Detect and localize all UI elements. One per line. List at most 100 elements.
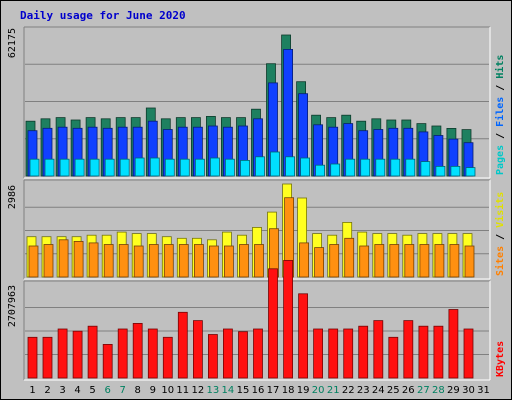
bar-kbytes-day-30: [463, 328, 474, 379]
bar-sites-day-25: [389, 244, 400, 278]
legend-part-hits-1: /: [495, 127, 506, 145]
bar-sites-day-3: [58, 239, 69, 278]
bar-pages-day-27: [420, 161, 431, 177]
bar-sites-day-22: [344, 237, 355, 278]
day-label-20: 20: [312, 385, 325, 396]
bar-pages-day-25: [390, 158, 401, 177]
bar-kbytes-day-26: [403, 320, 414, 379]
bar-pages-day-29: [450, 165, 461, 177]
bar-pages-day-21: [330, 163, 341, 177]
legend-part-hits-4: Hits: [494, 55, 506, 79]
bar-sites-day-6: [103, 244, 114, 278]
bar-kbytes-day-19: [298, 293, 309, 379]
bar-kbytes-day-16: [253, 328, 263, 379]
bar-pages-day-1: [29, 158, 40, 177]
bar-kbytes-day-18: [283, 259, 294, 379]
day-label-17: 17: [267, 385, 280, 396]
bar-kbytes-day-14: [222, 328, 233, 379]
bar-kbytes-day-8: [132, 322, 143, 379]
bar-pages-day-2: [44, 158, 55, 177]
max-label-visits: 2986: [7, 185, 18, 209]
bar-kbytes-day-22: [343, 328, 354, 379]
bar-sites-day-14: [223, 245, 234, 278]
day-label-19: 19: [297, 385, 310, 396]
bar-sites-day-28: [434, 244, 445, 278]
bar-sites-day-26: [404, 244, 415, 278]
bar-pages-day-3: [59, 158, 70, 177]
day-label-26: 26: [402, 385, 415, 396]
day-label-28: 28: [432, 385, 445, 396]
bar-sites-day-27: [419, 244, 430, 278]
bar-kbytes-day-25: [388, 336, 399, 379]
bar-kbytes-day-7: [117, 328, 128, 379]
bar-sites-day-24: [374, 244, 385, 278]
bar-sites-day-11: [178, 244, 189, 278]
day-label-5: 5: [89, 385, 95, 396]
bar-pages-day-26: [405, 158, 416, 177]
day-label-25: 25: [387, 385, 400, 396]
bar-sites-day-1: [28, 245, 39, 278]
bar-pages-day-7: [119, 158, 130, 177]
bar-pages-day-23: [360, 158, 371, 177]
bar-kbytes-day-10: [162, 336, 173, 379]
bar-pages-day-20: [315, 164, 326, 177]
day-label-14: 14: [222, 385, 235, 396]
bar-kbytes-day-9: [147, 328, 158, 379]
bar-sites-day-30: [464, 245, 475, 278]
bar-kbytes-day-20: [313, 328, 324, 379]
day-label-18: 18: [282, 385, 295, 396]
bar-pages-day-5: [89, 158, 100, 177]
bar-kbytes-day-21: [328, 328, 339, 379]
day-label-10: 10: [161, 385, 174, 396]
bar-pages-day-12: [194, 158, 205, 177]
bar-pages-day-4: [74, 158, 85, 177]
day-label-4: 4: [74, 385, 80, 396]
day-label-6: 6: [105, 385, 111, 396]
bar-pages-day-24: [375, 158, 386, 177]
bar-kbytes-day-15: [238, 331, 248, 379]
bar-kbytes-day-1: [27, 336, 38, 379]
bar-kbytes-day-28: [433, 325, 444, 379]
day-label-16: 16: [252, 385, 265, 396]
legend-part-hits-0: Pages: [495, 145, 506, 175]
day-label-1: 1: [29, 385, 35, 396]
bar-sites-day-4: [73, 240, 84, 278]
bar-kbytes-day-23: [358, 325, 369, 379]
legend-part-visits-1: /: [495, 228, 506, 246]
bar-kbytes-day-11: [177, 311, 188, 379]
bar-sites-day-29: [449, 244, 460, 278]
bar-kbytes-day-29: [448, 309, 459, 379]
day-label-2: 2: [44, 385, 50, 396]
bar-pages-day-30: [465, 167, 476, 177]
panel-kbytes: 2707963 KBytes: [7, 259, 506, 381]
day-label-9: 9: [150, 385, 156, 396]
bar-sites-day-12: [193, 244, 204, 278]
bar-sites-day-15: [239, 244, 249, 278]
chart-title: Daily usage for June 2020: [20, 9, 186, 22]
day-label-27: 27: [417, 385, 430, 396]
bar-pages-day-28: [435, 165, 446, 177]
bar-kbytes-day-27: [418, 325, 429, 379]
day-label-23: 23: [357, 385, 370, 396]
bar-pages-day-13: [209, 157, 220, 177]
bar-kbytes-day-4: [72, 330, 83, 379]
bar-sites-day-5: [88, 242, 99, 278]
bar-kbytes-day-12: [192, 320, 203, 379]
legend-part-kbytes-0: KBytes: [495, 341, 506, 377]
day-label-22: 22: [342, 385, 355, 396]
legend-hits: Pages / Files / Hits: [494, 55, 506, 175]
legend-visits: Sites / Visits: [494, 192, 506, 276]
bar-pages-day-18: [285, 156, 296, 177]
bar-sites-day-2: [43, 244, 54, 278]
bar-kbytes-day-5: [87, 325, 98, 379]
day-label-7: 7: [120, 385, 126, 396]
day-label-12: 12: [192, 385, 205, 396]
bar-pages-day-22: [345, 158, 356, 177]
bar-sites-day-16: [254, 244, 264, 278]
bar-kbytes-day-2: [42, 336, 53, 379]
bar-sites-day-23: [359, 245, 370, 278]
bar-pages-day-17: [270, 151, 280, 177]
bar-kbytes-day-17: [268, 268, 278, 379]
legend-part-visits-2: Visits: [494, 192, 506, 228]
